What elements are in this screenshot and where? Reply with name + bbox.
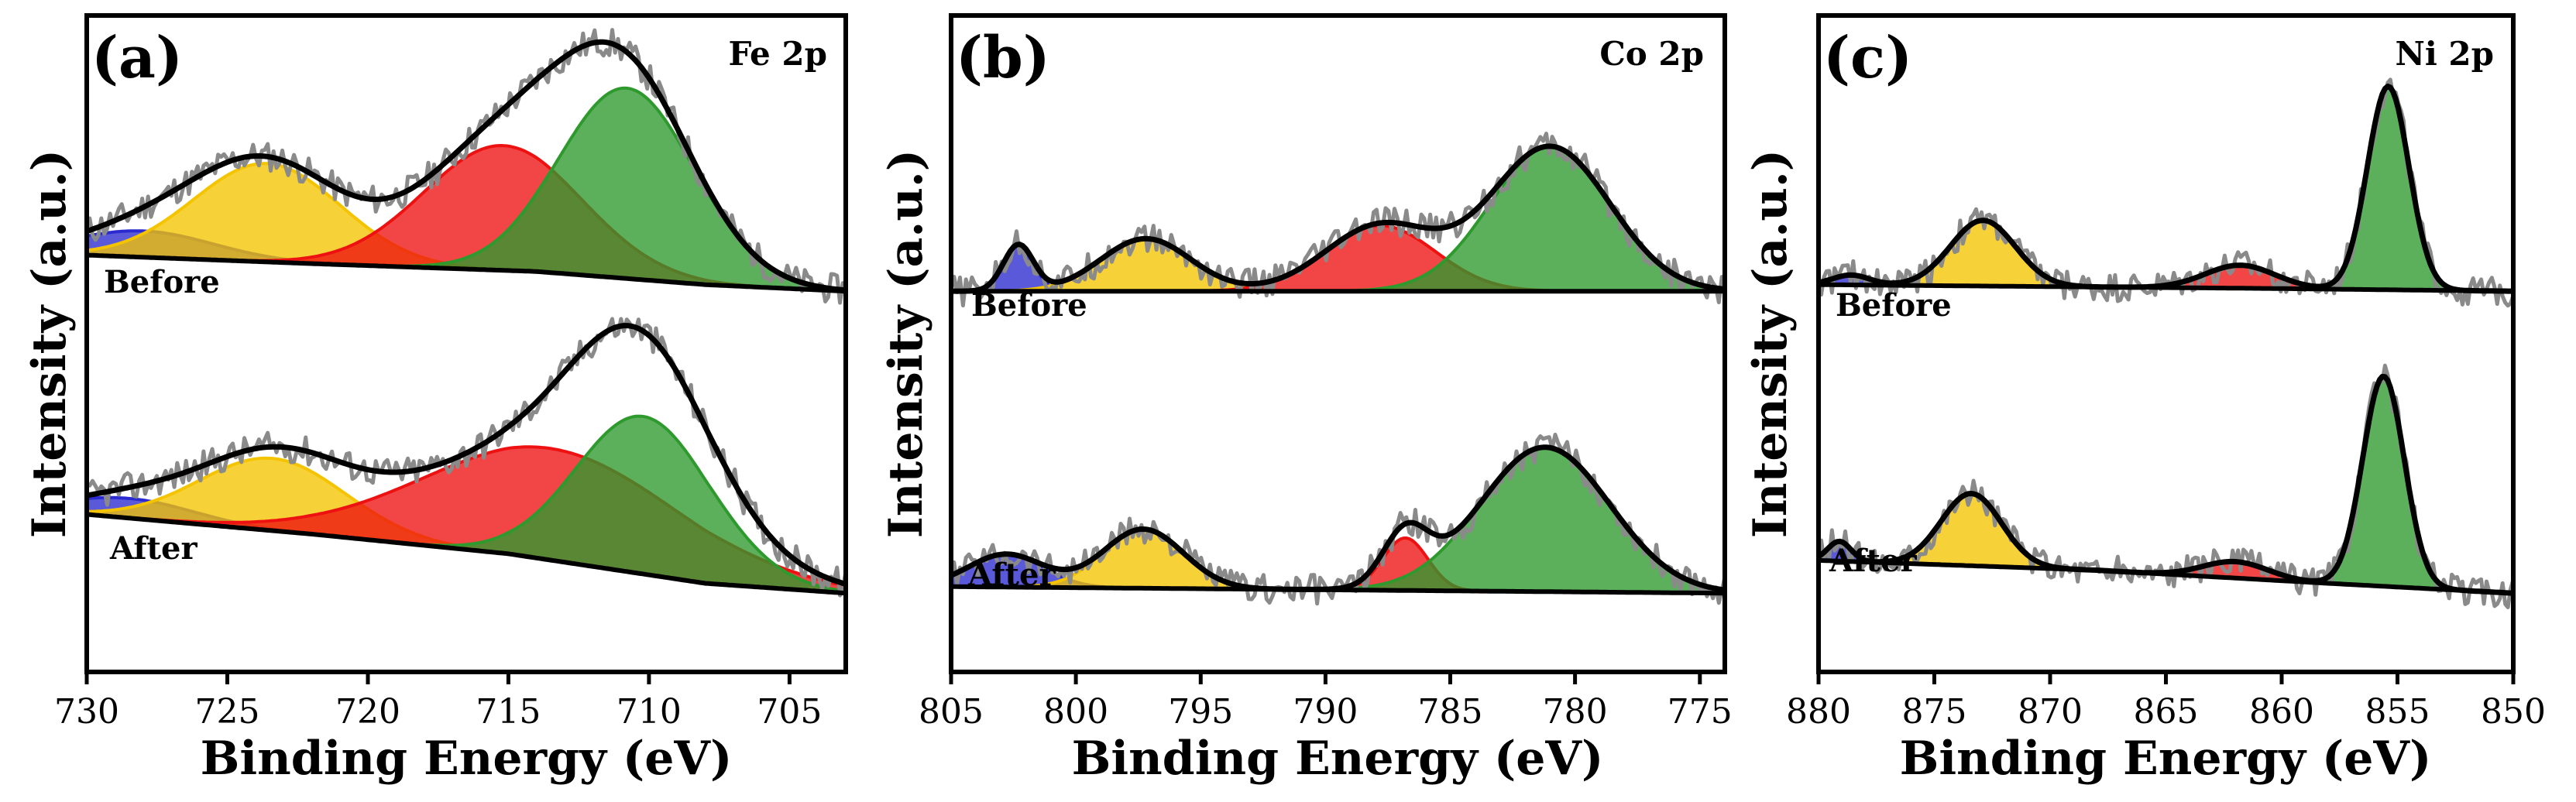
panel-fe-2p: Intensity (a.u.) (a) Fe 2p Before After …	[22, 13, 848, 786]
x-tick-label: 880	[1786, 692, 1851, 732]
label-before: Before	[104, 264, 220, 300]
label-after: After	[967, 557, 1056, 593]
x-tick-label: 870	[2018, 692, 2083, 732]
spectra-plot	[84, 28, 848, 598]
x-tick-label: 715	[476, 692, 541, 732]
label-after: After	[109, 530, 197, 567]
fit-peak-before-4	[1819, 84, 2514, 293]
y-axis-title: Intensity (a.u.)	[1743, 149, 1798, 538]
panel-letter: (a)	[91, 25, 183, 91]
x-axis-title: Binding Energy (eV)	[201, 732, 733, 786]
panel-co-2p: Intensity (a.u.) (b) Co 2p Before After …	[879, 13, 1733, 786]
x-tick-label: 795	[1168, 692, 1233, 732]
panel-letter: (b)	[956, 25, 1050, 91]
panel-ni-2p: Intensity (a.u.) (c) Ni 2p Before After …	[1743, 13, 2546, 786]
envelope-fit-before	[1818, 84, 2514, 294]
x-tick-label: 730	[54, 692, 119, 732]
x-tick-label: 850	[2481, 692, 2546, 732]
x-tick-label: 780	[1543, 692, 1608, 732]
x-tick-label: 720	[335, 692, 400, 732]
element-label: Ni 2p	[2395, 35, 2494, 73]
plot-frame	[84, 13, 848, 674]
background-line-after	[86, 512, 847, 596]
envelope-fit-after	[1817, 373, 2514, 596]
x-tick-label: 860	[2249, 692, 2314, 732]
raw-data-before	[949, 132, 1727, 308]
x-axis-title: Binding Energy (eV)	[1072, 732, 1604, 786]
x-axis-title: Binding Energy (eV)	[1900, 732, 2432, 786]
x-ticks: 730 725 720 715 710 705	[54, 672, 822, 732]
y-axis-title: Intensity (a.u.)	[22, 149, 77, 538]
spectra-plot	[949, 132, 1727, 606]
element-label: Co 2p	[1599, 35, 1704, 73]
envelope-fit-before	[85, 39, 847, 293]
envelope-fit-after	[86, 323, 847, 587]
panel-letter: (c)	[1823, 25, 1912, 91]
element-label: Fe 2p	[729, 35, 827, 73]
x-ticks: 805 800 795 790 785 780 775	[919, 672, 1733, 732]
plot-frame	[949, 13, 1727, 674]
label-after: After	[1829, 543, 1917, 579]
x-tick-label: 805	[919, 692, 984, 732]
x-tick-label: 790	[1293, 692, 1358, 732]
x-tick-label: 705	[757, 692, 822, 732]
x-tick-label: 800	[1043, 692, 1108, 732]
label-before: Before	[1836, 287, 1952, 324]
x-tick-label: 855	[2365, 692, 2430, 732]
envelope-fit-before	[950, 143, 1726, 294]
label-before: Before	[971, 287, 1087, 324]
x-tick-label: 865	[2134, 692, 2199, 732]
y-axis-title: Intensity (a.u.)	[879, 149, 933, 538]
x-tick-label: 710	[617, 692, 682, 732]
x-tick-label: 725	[195, 692, 260, 732]
x-tick-label: 785	[1418, 692, 1483, 732]
x-tick-label: 775	[1668, 692, 1733, 732]
background-line-before	[86, 252, 847, 294]
x-ticks: 880 875 870 865 860 855 850	[1786, 672, 2546, 732]
spectra-plot	[1816, 77, 2516, 609]
envelope-fit-after	[950, 444, 1726, 593]
x-tick-label: 875	[1902, 692, 1967, 732]
